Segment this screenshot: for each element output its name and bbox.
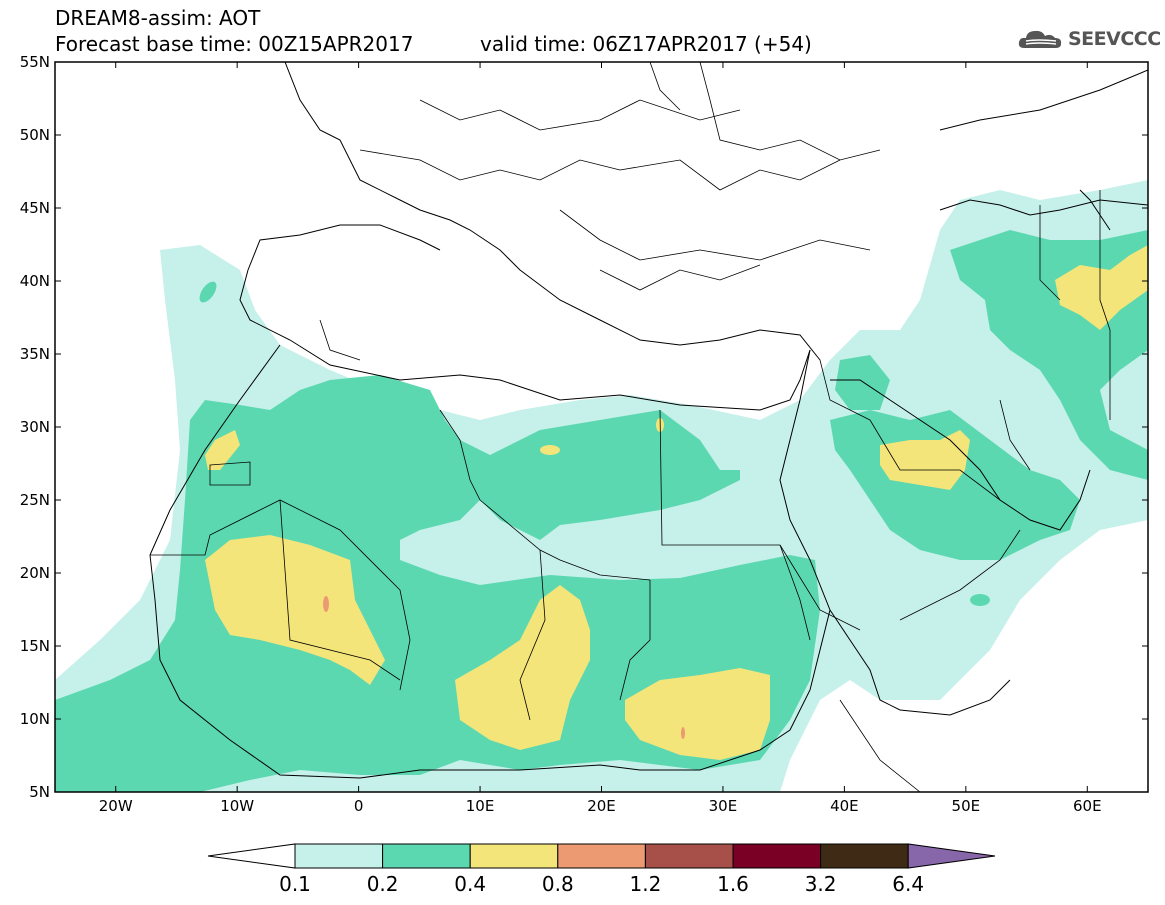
lat-tick-label: 55N [20, 53, 50, 71]
lon-tick-label: 20W [99, 797, 133, 815]
lon-tick-label: 0 [354, 797, 364, 815]
lat-tick-label: 15N [20, 637, 50, 655]
lat-tick-label: 40N [20, 272, 50, 290]
legend-swatch [557, 843, 646, 869]
country-borders [150, 62, 1111, 792]
chart-title: DREAM8-assim: AOT [55, 6, 261, 30]
lat-tick-label: 25N [20, 491, 50, 509]
latitude-axis: 55N 50N 45N 40N 35N 30N 25N 20N 15N 10N 5N [20, 53, 1148, 801]
lat-tick-label: 30N [20, 418, 50, 436]
lat-tick-label: 45N [20, 199, 50, 217]
lat-tick-label: 5N [29, 783, 50, 801]
lon-tick-label: 40E [830, 797, 859, 815]
legend-level-label: 0.1 [279, 872, 311, 896]
legend-level-label: 0.2 [366, 872, 399, 896]
lat-tick-label: 20N [20, 564, 50, 582]
lon-tick-label: 10W [220, 797, 254, 815]
lon-tick-label: 60E [1073, 797, 1102, 815]
legend-swatch [294, 843, 384, 869]
color-legend [207, 843, 996, 869]
legend-level-label: 6.4 [892, 872, 925, 896]
legend-level-label: 0.8 [541, 872, 574, 896]
aot-fields [55, 180, 1148, 792]
legend-level-label: 1.2 [629, 872, 662, 896]
legend-level-label: 3.2 [804, 872, 837, 896]
lat-tick-label: 50N [20, 126, 50, 144]
seevccc-logo: SEEVCCC [1018, 26, 1161, 52]
aot-level-0.4 [205, 245, 1148, 760]
legend-swatch [644, 843, 734, 869]
lat-tick-label: 10N [20, 710, 50, 728]
legend-level-label: 0.4 [454, 872, 487, 896]
forecast-base-time: Forecast base time: 00Z15APR2017 [55, 32, 414, 56]
legend-swatch [469, 843, 559, 869]
legend-swatch [820, 843, 909, 869]
aot-level-0.8 [323, 596, 685, 739]
legend-swatch [382, 843, 471, 869]
lat-tick-label: 35N [20, 345, 50, 363]
legend-swatch [732, 843, 822, 869]
cloud-icon [1018, 30, 1062, 48]
legend-level-label: 1.6 [717, 872, 749, 896]
legend-below-arrow [207, 843, 296, 869]
lon-tick-label: 20E [587, 797, 616, 815]
valid-time: valid time: 06Z17APR2017 (+54) [480, 32, 812, 56]
lon-tick-label: 30E [709, 797, 738, 815]
lon-tick-label: 10E [466, 797, 495, 815]
longitude-axis: 20W 10W 0 10E 20E 30E 40E 50E 60E [99, 62, 1102, 815]
lon-tick-label: 50E [952, 797, 981, 815]
legend-above-arrow [907, 843, 996, 869]
